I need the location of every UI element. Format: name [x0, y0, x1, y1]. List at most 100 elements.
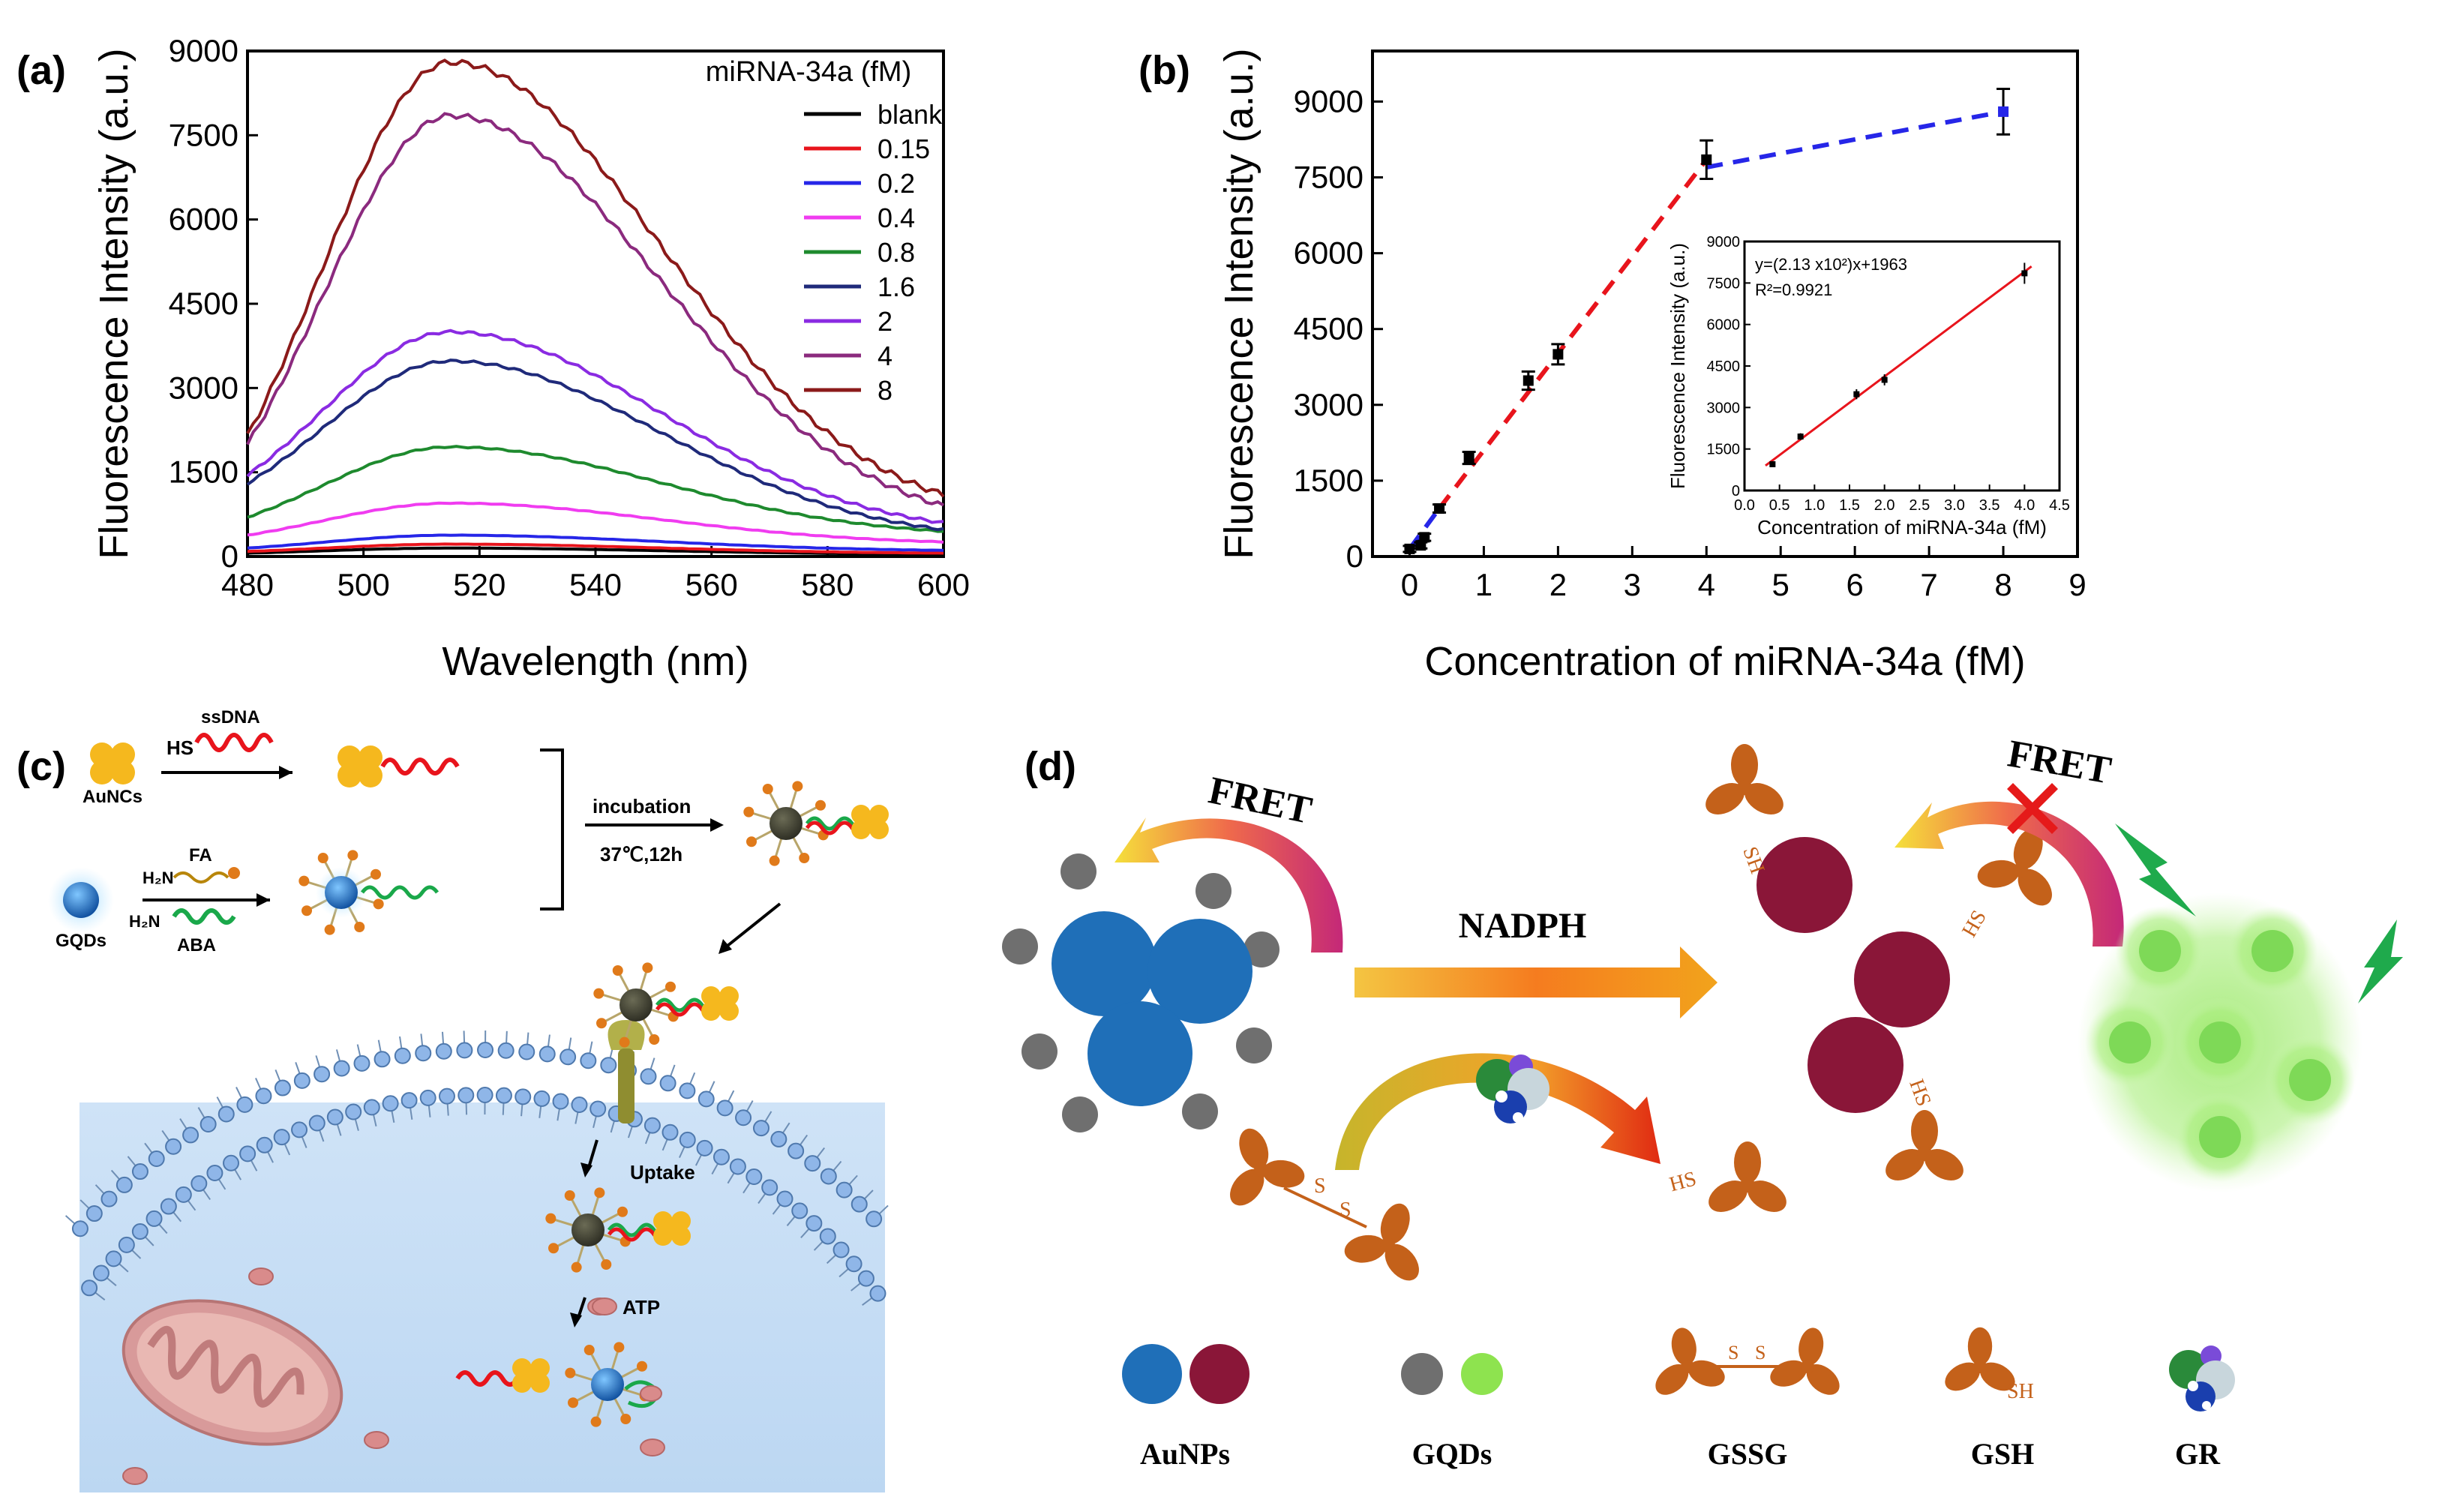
probe-core — [770, 807, 802, 840]
data-point — [1404, 543, 1415, 554]
emission-bolt-icon — [2115, 824, 2196, 916]
panel-b: (b) 0 1 2 3 4 5 6 7 8 9 0 1500 3000 4500 6000 7500 9000 C… — [1138, 48, 2086, 684]
x-tick-label-b: 1 — [1475, 567, 1492, 602]
sulfhydryl-label: SH — [2007, 1380, 2034, 1403]
inset-x-tick-label: 0.5 — [1769, 497, 1790, 514]
glutathione-lobe — [2013, 828, 2043, 869]
panel-a-axes: 480 500 520 540 560 580 6000150030004500600075… — [92, 33, 970, 684]
cell — [64, 1030, 889, 1492]
lipid-head — [538, 1046, 556, 1063]
lipid-head — [659, 1075, 676, 1092]
inset-data-point — [1797, 434, 1804, 440]
folate-head — [642, 962, 653, 974]
lipid-head — [308, 1114, 326, 1132]
glutathione-unit — [1977, 828, 2052, 906]
folate-head — [769, 855, 780, 866]
y-axis-title-b: Fluorescence Intensity (a.u.) — [1216, 48, 1262, 559]
y-tick-label-b: 9000 — [1294, 83, 1364, 118]
lipid-head — [832, 1241, 850, 1258]
hs-label: HS — [166, 736, 194, 759]
lipid-head — [116, 1176, 133, 1193]
inset-x-tick-label: 1.5 — [1839, 497, 1860, 514]
folate-head — [743, 806, 754, 818]
glutathione-lobe — [1980, 1362, 2015, 1391]
folate-head — [324, 924, 335, 935]
lipid-head — [571, 1096, 588, 1114]
glutathione-lobe — [1384, 1244, 1419, 1281]
x-tick-label-b: 3 — [1624, 567, 1641, 602]
gsh-molecule-product: HS — [1666, 1142, 1786, 1212]
lipid-head — [729, 1158, 746, 1175]
inset-data-point — [1853, 391, 1860, 398]
lipid-head — [353, 1054, 370, 1072]
folate-head — [302, 905, 313, 916]
ssdna-wave — [194, 733, 274, 752]
spectrum-0.15 — [247, 542, 944, 555]
folate-head — [584, 1345, 595, 1356]
arrow-4-head — [718, 939, 732, 954]
fit-line-high — [1706, 109, 2004, 170]
lipid-head — [791, 1202, 808, 1220]
legend-label-1.6: 1.6 — [878, 272, 915, 302]
x-tick-label-a: 480 — [221, 567, 274, 602]
legend-label-0.2: 0.2 — [878, 168, 915, 199]
lipid-head — [190, 1175, 208, 1192]
lipid-head — [200, 1115, 217, 1132]
gr-molecule — [1476, 1054, 1550, 1124]
lipid-head — [590, 1100, 607, 1118]
glutathione-center — [1800, 1359, 1815, 1374]
glutathione-lobe — [1239, 1128, 1269, 1169]
lipid-head — [752, 1120, 770, 1137]
lipid-head — [776, 1190, 794, 1208]
glutathione-center — [1254, 1162, 1269, 1178]
y-tick-label-b: 1500 — [1294, 463, 1364, 498]
glutathione-lobe — [1924, 1149, 1964, 1180]
glutathione-lobe — [1911, 1110, 1938, 1152]
x-tick-label-a: 540 — [569, 567, 622, 602]
plot-frame-b — [1371, 50, 2079, 558]
legend-label-blank: blank — [878, 99, 943, 130]
sulfur-label: S — [1340, 1198, 1352, 1222]
folate-head — [746, 836, 758, 848]
data-point — [1998, 106, 2009, 117]
inset-r-squared: R²=0.9921 — [1755, 280, 1832, 299]
legend-label-0.15: 0.15 — [878, 134, 930, 164]
inset-y-tick-label: 9000 — [1707, 234, 1741, 250]
lipid-head — [345, 1103, 362, 1120]
x-tick-label-b: 5 — [1772, 567, 1790, 602]
legend-gqd-fluorescent — [1461, 1353, 1503, 1395]
glutathione-unit — [1770, 1328, 1840, 1395]
bracket — [540, 748, 564, 910]
glutathione-lobe — [1671, 1328, 1696, 1366]
glutathione-lobe — [1655, 1364, 1689, 1395]
data-point — [1701, 154, 1712, 165]
aunp-gqd-cluster-quenched — [1002, 854, 1280, 1132]
glutathione-unit — [1708, 1142, 1786, 1212]
inset-x-tick-label: 0.0 — [1734, 497, 1755, 514]
lipid-head — [712, 1148, 730, 1166]
lipid-head — [239, 1145, 256, 1162]
aba-wave — [172, 908, 236, 925]
glutathione-unit — [1706, 744, 1784, 814]
lipid-head — [644, 1117, 661, 1134]
lipid-head — [333, 1060, 350, 1077]
y-tick-label-b: 4500 — [1294, 311, 1364, 346]
x-tick-label-a: 600 — [917, 567, 970, 602]
lipid-head — [850, 1196, 868, 1213]
legend-gr-icon — [2169, 1346, 2235, 1412]
gssg-molecule: SS — [1230, 1128, 1419, 1281]
folate-head — [593, 988, 604, 999]
legend-gsh-label: GSH — [1971, 1437, 2034, 1471]
lipid-head — [131, 1223, 148, 1240]
condition-label: 37℃,12h — [600, 843, 682, 866]
aunc-lobe — [662, 1219, 682, 1238]
spectrum-0.4 — [247, 501, 944, 544]
bound-probe — [593, 962, 739, 1048]
lipid-head — [698, 1090, 715, 1108]
probe-core — [620, 988, 652, 1022]
legend-gqds-label: GQDs — [1412, 1437, 1492, 1471]
legend-label-2: 2 — [878, 306, 892, 337]
lipid-head — [223, 1154, 240, 1172]
lipid-head — [552, 1093, 569, 1110]
